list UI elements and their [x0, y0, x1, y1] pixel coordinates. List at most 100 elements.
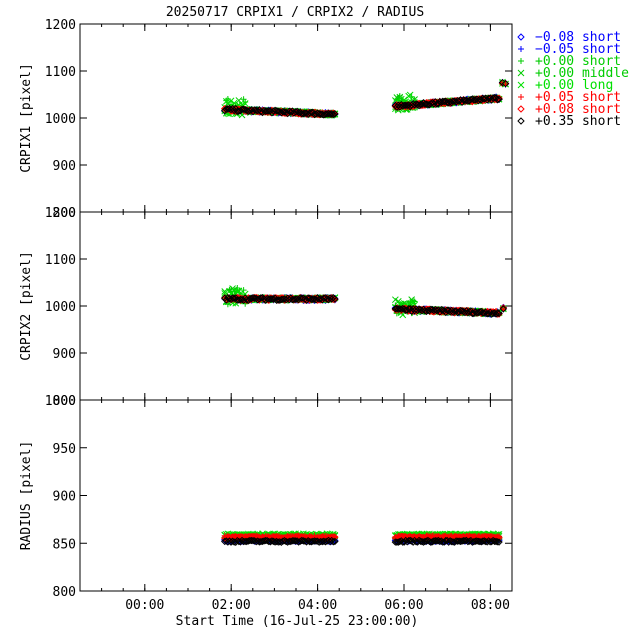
plot-frame	[79, 23, 513, 213]
data-point	[518, 94, 524, 100]
data-point	[518, 58, 524, 64]
data-point	[230, 294, 238, 303]
data-point	[452, 537, 460, 545]
data-point	[331, 295, 339, 303]
legend-item: −0.05 short	[518, 42, 621, 57]
data-point	[244, 107, 253, 115]
y-tick-label: 1200	[45, 18, 76, 33]
data-point	[495, 538, 503, 546]
x-tick-label: 08:00	[471, 598, 510, 613]
data-point	[493, 96, 502, 104]
legend-item: +0.08 short	[517, 102, 621, 117]
data-point	[282, 537, 290, 546]
data-point	[221, 534, 229, 542]
panel-2: 800 900 1000 1100 1200 CRPIX2 [pixel]	[19, 206, 513, 409]
data-point	[329, 110, 338, 119]
data-point	[393, 304, 401, 313]
y-tick-label: 1000	[45, 112, 76, 127]
data-point	[499, 305, 508, 313]
data-point	[283, 109, 292, 118]
data-point	[247, 533, 256, 541]
chart-title: 20250717 CRPIX1 / CRPIX2 / RADIUS	[166, 5, 424, 20]
data-point	[277, 295, 286, 304]
legend-label: +0.00 short	[535, 54, 621, 69]
y-tick-label: 1200	[45, 206, 76, 221]
data-point	[431, 537, 440, 545]
y-tick-label: 900	[53, 490, 76, 505]
data-point	[397, 305, 405, 313]
data-point	[307, 108, 315, 117]
data-point	[222, 105, 231, 113]
y-tick-label: 800	[53, 585, 76, 600]
x-tick-label: 02:00	[212, 598, 251, 613]
data-point	[238, 295, 246, 304]
y-tick-label: 900	[53, 347, 76, 362]
data-point	[241, 100, 249, 107]
data-point	[280, 295, 289, 303]
y-axis-label: CRPIX2 [pixel]	[19, 251, 34, 361]
data-point	[331, 537, 339, 546]
y-axis-label: RADIUS [pixel]	[19, 441, 34, 551]
data-point	[228, 533, 237, 541]
data-point	[439, 97, 447, 106]
data-point	[269, 107, 278, 115]
data-point	[235, 287, 243, 295]
y-tick-label: 800	[53, 394, 76, 409]
data-series-group	[221, 78, 510, 119]
data-point	[268, 295, 276, 303]
data-point	[305, 109, 314, 117]
data-point	[456, 96, 465, 104]
data-point	[263, 107, 271, 115]
x-tick-label: 00:00	[125, 598, 164, 613]
data-point	[465, 307, 474, 316]
x-tick-label: 06:00	[384, 598, 423, 613]
data-point	[406, 91, 414, 99]
legend-item: +0.00 middle	[517, 66, 629, 81]
data-point	[260, 537, 268, 545]
data-point	[493, 309, 502, 317]
data-point	[285, 107, 293, 115]
data-point	[235, 107, 243, 115]
x-tick-label: 04:00	[298, 598, 337, 613]
legend-item: +0.05 short	[518, 90, 621, 105]
data-point	[244, 296, 253, 305]
data-point	[464, 537, 472, 546]
data-point	[252, 106, 260, 115]
data-point	[517, 105, 525, 113]
data-point	[518, 46, 524, 52]
data-point	[517, 33, 525, 41]
data-point	[489, 94, 497, 102]
data-point	[228, 294, 237, 302]
data-point	[470, 96, 478, 104]
legend-label: +0.00 middle	[535, 66, 629, 81]
y-tick-label: 1000	[45, 394, 76, 409]
y-tick-label: 1000	[45, 300, 76, 315]
data-point	[415, 101, 423, 110]
data-point	[328, 110, 336, 118]
legend-item: −0.08 short	[517, 30, 621, 45]
data-point	[255, 295, 264, 303]
legend-label: +0.05 short	[535, 90, 621, 105]
data-point	[265, 107, 273, 115]
legend-item: +0.35 short	[517, 114, 621, 129]
data-point	[299, 109, 308, 118]
data-point	[312, 110, 320, 118]
data-point	[296, 294, 304, 302]
legend: −0.08 short−0.05 short+0.00 short+0.00 m…	[517, 30, 629, 129]
data-point	[406, 304, 414, 313]
y-tick-label: 1100	[45, 65, 76, 80]
y-axis-label: CRPIX1 [pixel]	[19, 63, 34, 173]
data-point	[246, 536, 254, 545]
data-point	[304, 110, 312, 119]
plot-frame	[79, 399, 513, 592]
panel-3: 800 850 900 950 1000 RADIUS [pixel] 00:00 02:00…	[19, 394, 513, 613]
data-point	[317, 537, 325, 546]
data-point	[499, 304, 508, 312]
data-series-group	[221, 530, 503, 546]
data-point	[396, 305, 404, 313]
data-point	[517, 69, 525, 77]
data-point	[474, 308, 483, 317]
y-tick-label: 950	[53, 442, 76, 457]
legend-label: +0.00 long	[535, 78, 613, 93]
